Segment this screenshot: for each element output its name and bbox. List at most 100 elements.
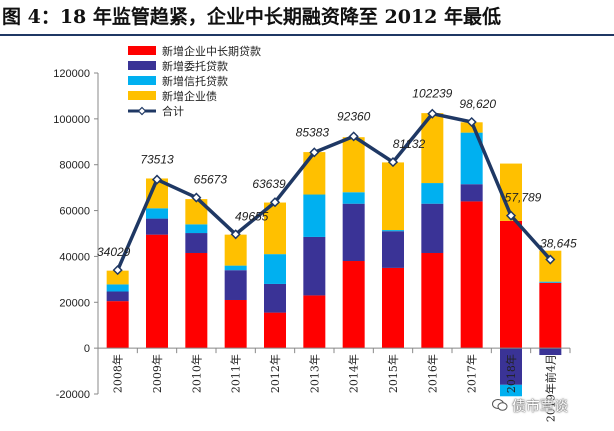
y-tick-label: -20000 — [56, 389, 90, 401]
data-label: 102239 — [412, 87, 452, 101]
bar-segment — [185, 252, 208, 349]
bar-segment — [106, 284, 129, 292]
bar-segment — [146, 218, 168, 235]
bar-segment — [460, 201, 483, 349]
bar-segment — [264, 254, 286, 284]
legend-swatch — [128, 91, 156, 100]
legend-label: 新增委托贷款 — [162, 59, 228, 73]
data-label: 57,789 — [505, 191, 542, 205]
bar-segment — [303, 295, 326, 349]
bar-segment — [539, 250, 562, 282]
y-tick-label: 0 — [84, 343, 90, 355]
bar-segment — [106, 291, 129, 302]
y-tick-label: 80000 — [59, 160, 90, 172]
bar-segment — [264, 283, 286, 313]
x-tick-label: 2008年 — [111, 354, 125, 393]
bar-segment — [382, 162, 404, 231]
x-tick-label: 2016年 — [425, 354, 439, 393]
bar-segment — [539, 348, 562, 356]
y-tick-label: 100000 — [53, 114, 90, 126]
data-label: 92360 — [337, 109, 371, 123]
line-point — [269, 197, 281, 208]
legend-label: 新增信托贷款 — [162, 74, 228, 88]
data-label: 34029 — [97, 245, 131, 259]
bar-segment — [303, 152, 326, 195]
line-point — [309, 147, 320, 158]
bar-segment — [146, 178, 168, 209]
data-label: 38,645 — [540, 237, 577, 251]
line-point — [112, 265, 123, 276]
bar-segment — [264, 312, 286, 349]
bar-segment — [303, 236, 326, 296]
page-title: 图 4：18 年监管趋紧，企业中长期融资降至 2012 年最低 — [2, 6, 502, 28]
legend-label: 合计 — [162, 104, 184, 118]
line-point — [191, 192, 202, 203]
data-label: 73513 — [140, 153, 174, 167]
y-tick-label: 60000 — [59, 206, 90, 218]
bar-segment — [185, 233, 208, 253]
x-tick-label: 2014年 — [347, 354, 361, 393]
line-point — [151, 174, 163, 185]
legend-marker — [137, 106, 147, 116]
bar-segment — [224, 234, 247, 266]
data-label: 85383 — [296, 125, 330, 139]
bar-segment — [342, 261, 365, 349]
bar-segment — [539, 282, 562, 349]
bar-segment — [224, 270, 247, 300]
bar-segment — [106, 270, 129, 285]
bar-segment — [303, 194, 326, 237]
bar-segment — [421, 203, 444, 253]
y-tick-label: 20000 — [59, 297, 90, 309]
title-divider — [0, 34, 614, 36]
x-tick-label: 2010年 — [189, 354, 203, 393]
legend-swatch — [128, 76, 156, 85]
line-point — [466, 116, 477, 128]
bar-segment — [146, 234, 168, 349]
x-tick-label: 2015年 — [386, 354, 400, 393]
watermark: 债市覃谈 — [512, 399, 568, 415]
bar-segment — [342, 203, 365, 262]
x-tick-label: 2018年 — [504, 354, 518, 393]
bar-segment — [382, 231, 404, 268]
line-point — [387, 157, 399, 168]
bar-segment — [421, 252, 444, 349]
y-tick-label: 40000 — [59, 251, 90, 263]
line-point — [348, 131, 359, 142]
legend-swatch — [128, 61, 156, 70]
line-point — [545, 254, 556, 265]
x-tick-label: 2019年前4月 — [543, 354, 557, 422]
bar-segment — [460, 132, 483, 185]
x-tick-label: 2012年 — [268, 354, 282, 393]
line-point — [427, 108, 438, 119]
bar-segment — [342, 137, 365, 193]
bar-segment — [382, 267, 404, 349]
bar-segment — [185, 199, 208, 225]
line-point — [230, 229, 241, 240]
bar-segment — [264, 202, 286, 255]
bar-segment — [342, 192, 365, 204]
data-label: 63639 — [252, 177, 286, 191]
bar-segment — [500, 348, 522, 385]
legend-label: 新增企业中长期贷款 — [162, 44, 261, 58]
bar-segment — [185, 224, 208, 234]
wechat-icon — [492, 399, 508, 411]
line-point — [505, 210, 517, 221]
y-tick-label: 120000 — [53, 68, 90, 80]
x-tick-label: 2013年 — [307, 354, 321, 393]
bar-segment — [500, 384, 522, 397]
x-tick-label: 2017年 — [465, 354, 479, 393]
x-tick-label: 2011年 — [229, 354, 243, 393]
bar-segment — [421, 183, 444, 204]
bar-segment — [421, 113, 444, 184]
bar-segment — [224, 265, 247, 271]
bar-segment — [460, 122, 483, 133]
bar-segment — [106, 301, 129, 349]
bar-segment — [539, 281, 562, 283]
legend-swatch — [128, 46, 156, 55]
data-label: 81132 — [393, 137, 426, 151]
bar-segment — [224, 299, 247, 349]
data-label: 98,620 — [459, 97, 496, 111]
bar-segment — [460, 184, 483, 202]
bar-segment — [146, 208, 168, 219]
